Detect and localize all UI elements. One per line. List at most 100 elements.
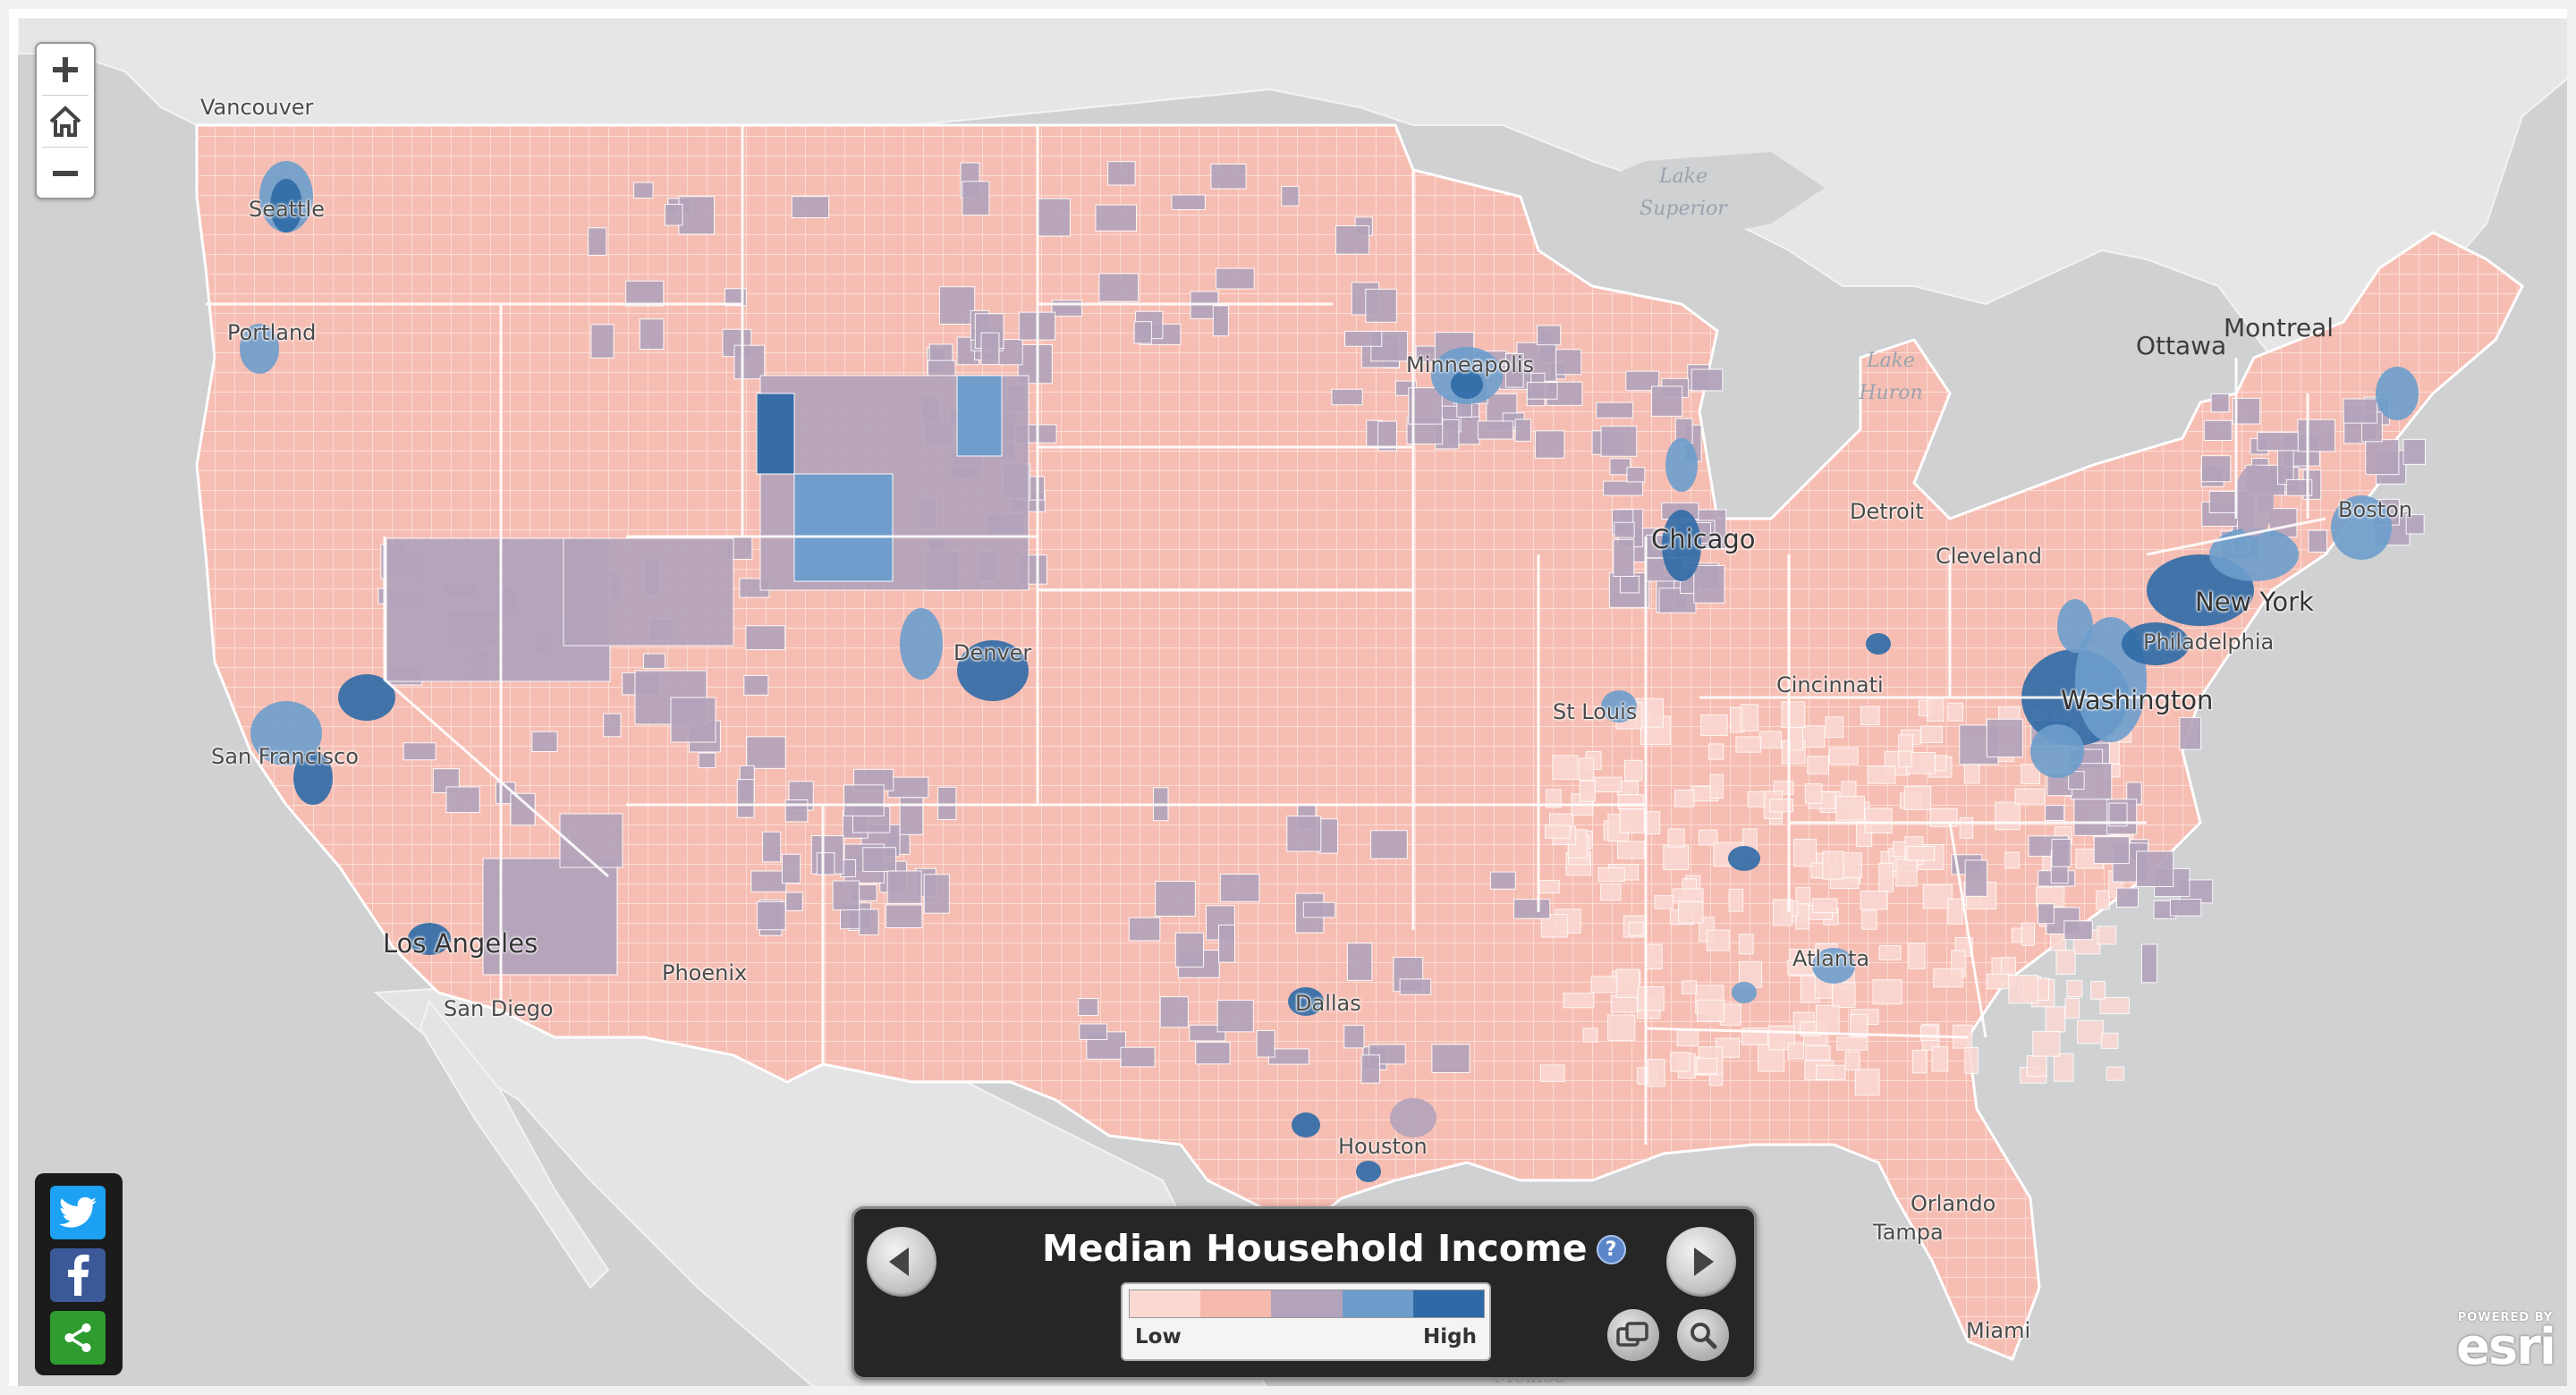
county-patch	[1610, 994, 1640, 1013]
county-patch	[1860, 891, 1887, 910]
zoom-out-button[interactable]	[37, 148, 94, 199]
map-title: Median Household Income?	[1042, 1227, 1626, 1270]
county-patch	[1128, 917, 1161, 942]
county-patch	[2405, 513, 2425, 535]
twitter-button[interactable]	[50, 1186, 106, 1239]
county-patch	[1811, 898, 1838, 914]
county-patch	[843, 784, 885, 816]
metro-patch	[1812, 948, 1855, 984]
city-label: Cincinnati	[1776, 672, 1884, 698]
county-patch	[1927, 698, 1945, 722]
city-label: Dallas	[1295, 991, 1361, 1016]
county-patch	[1331, 388, 1363, 406]
county-patch	[1816, 1004, 1840, 1034]
county-patch	[2068, 771, 2085, 790]
city-label: Cleveland	[1936, 544, 2042, 569]
next-map-button[interactable]	[1666, 1227, 1736, 1297]
facebook-button[interactable]	[50, 1248, 106, 1302]
county-patch	[2297, 418, 2336, 452]
esri-logo[interactable]: POWERED BY esri	[2447, 1311, 2563, 1382]
arrow-left-icon	[889, 1247, 909, 1276]
water-label: Lake Superior	[1640, 165, 1727, 220]
metro-patch	[1732, 982, 1757, 1003]
county-patch	[1947, 702, 1964, 722]
county-patch	[2045, 1006, 2066, 1033]
county-patch	[1346, 943, 1373, 981]
county-patch	[1212, 305, 1229, 337]
county-patch	[1898, 734, 1914, 753]
metro-patch	[957, 640, 1029, 701]
county-patch	[1539, 1064, 1565, 1082]
county-patch	[733, 344, 766, 380]
region-label: Ottawa	[2136, 331, 2227, 360]
county-patch	[588, 227, 607, 256]
esri-brand-text: esri	[2455, 1318, 2556, 1376]
county-patch	[1903, 786, 1932, 810]
search-button[interactable]	[1677, 1309, 1729, 1361]
county-patch	[1628, 921, 1644, 936]
county-patch	[1216, 267, 1255, 290]
county-patch	[1431, 1044, 1470, 1073]
layers-button[interactable]	[1607, 1309, 1659, 1361]
legend-swatch	[1412, 1290, 1485, 1317]
county-patch	[1619, 808, 1645, 833]
county-patch	[2037, 903, 2055, 925]
county-patch	[1095, 204, 1137, 232]
county-patch	[1878, 862, 1894, 892]
county-patch	[1281, 185, 1300, 207]
metro-patch	[2234, 465, 2274, 537]
county-patch	[1647, 1059, 1665, 1087]
minus-icon	[53, 170, 78, 176]
county-patch	[832, 880, 860, 911]
county-patch	[1579, 757, 1595, 781]
zoom-in-button[interactable]	[37, 44, 94, 95]
metro-patch	[338, 674, 395, 721]
county-patch	[736, 779, 755, 818]
county-patch	[1738, 934, 1754, 955]
county-patch	[642, 653, 665, 670]
county-patch	[2365, 439, 2400, 476]
county-patch	[1663, 844, 1690, 871]
choropleth-map[interactable]	[18, 18, 2576, 1395]
state-borders	[206, 125, 2326, 1145]
county-patch	[1781, 701, 1806, 729]
home-button[interactable]	[37, 96, 94, 147]
county-patch	[2276, 447, 2294, 486]
city-label: New York	[2195, 587, 2314, 617]
county-patch	[1836, 1036, 1868, 1051]
county-patch	[862, 847, 897, 873]
map-title-text: Median Household Income	[1042, 1227, 1588, 1270]
share-button[interactable]	[50, 1311, 106, 1365]
county-patch	[1335, 224, 1370, 255]
county-patch	[2004, 851, 2020, 869]
county-patch	[1650, 385, 1683, 417]
county-patch	[1036, 198, 1071, 237]
metro-patch	[2057, 599, 2093, 653]
county-patch	[1672, 888, 1704, 902]
county-patch	[482, 858, 618, 976]
county-patch	[785, 892, 803, 911]
county-patch	[980, 332, 1000, 366]
county-patch	[1995, 801, 2021, 831]
metro-patch	[293, 751, 333, 805]
county-patch	[2051, 838, 2072, 867]
county-patch	[1120, 1046, 1156, 1068]
metro-patch	[1356, 1161, 1381, 1182]
county-patch	[2021, 764, 2041, 784]
social-share-panel	[35, 1173, 123, 1375]
county-patch	[2100, 1032, 2119, 1049]
city-label: Atlanta	[1792, 946, 1870, 971]
county-patch	[1619, 575, 1640, 594]
metro-patch	[270, 179, 302, 232]
county-patch	[1590, 976, 1618, 993]
layers-icon	[1616, 1322, 1648, 1347]
info-icon[interactable]: ?	[1596, 1235, 1626, 1264]
county-patch	[1959, 816, 1974, 839]
county-patch	[1051, 300, 1083, 317]
previous-map-button[interactable]	[867, 1227, 936, 1297]
city-label: St Louis	[1553, 699, 1638, 724]
share-icon	[64, 1323, 91, 1353]
county-patch	[603, 713, 622, 738]
metro-patch	[1662, 510, 1701, 581]
city-label: Boston	[2338, 497, 2412, 522]
